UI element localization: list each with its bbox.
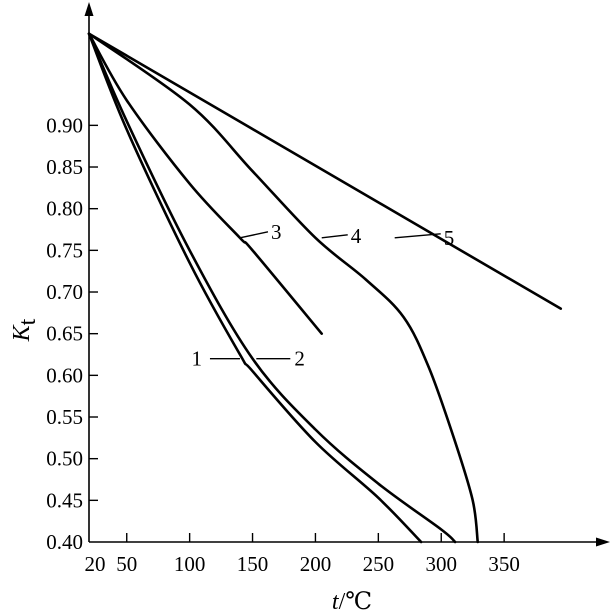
- x-axis-label: t/℃: [332, 589, 372, 615]
- curve-label-1: 1: [191, 347, 202, 371]
- axes: [84, 2, 610, 547]
- curve-labels: 1 2 3 4 5: [191, 220, 454, 371]
- y-tick-label-0.90: 0.90: [46, 113, 83, 137]
- y-tick-label-0.65: 0.65: [46, 322, 83, 346]
- x-tick-label-250: 250: [363, 552, 395, 576]
- y-axis-label: Kt: [9, 318, 41, 342]
- y-ticks: 0.40 0.45 0.50 0.55 0.60 0.65 0.70 0.75 0.80 0.85…: [46, 113, 98, 554]
- x-tick-label-20: 20: [85, 552, 106, 576]
- x-tick-label-200: 200: [300, 552, 332, 576]
- curve-label-2: 2: [294, 347, 305, 371]
- curve-3: [87, 32, 324, 335]
- y-tick-label-0.80: 0.80: [46, 197, 83, 221]
- curve-label-5: 5: [444, 226, 455, 250]
- curve-label-4: 4: [351, 224, 362, 248]
- y-tick-label-0.75: 0.75: [46, 238, 83, 262]
- x-tick-label-150: 150: [237, 552, 269, 576]
- curve-2: [87, 32, 457, 544]
- y-tick-label-0.40: 0.40: [46, 530, 83, 554]
- leader-3: [239, 231, 269, 239]
- y-axis-arrow-icon: [84, 2, 94, 16]
- x-tick-label-100: 100: [174, 552, 206, 576]
- curve-1: [87, 32, 423, 544]
- curve-4: [87, 32, 480, 544]
- leader-4: [321, 234, 348, 239]
- curve-label-3: 3: [271, 220, 282, 244]
- x-tick-label-300: 300: [425, 552, 457, 576]
- y-tick-label-0.55: 0.55: [46, 405, 83, 429]
- x-tick-label-50: 50: [116, 552, 137, 576]
- y-tick-label-0.45: 0.45: [46, 488, 83, 512]
- x-axis-arrow-icon: [596, 537, 610, 547]
- curves: [87, 32, 563, 544]
- y-tick-label-0.60: 0.60: [46, 363, 83, 387]
- x-tick-label-350: 350: [488, 552, 520, 576]
- y-tick-label-0.70: 0.70: [46, 280, 83, 304]
- y-tick-label-0.50: 0.50: [46, 447, 83, 471]
- curve-5: [87, 32, 563, 310]
- x-ticks: 20 50 100 150 200 250 300 350: [85, 533, 520, 576]
- y-tick-label-0.85: 0.85: [46, 155, 83, 179]
- leader-5: [394, 233, 441, 239]
